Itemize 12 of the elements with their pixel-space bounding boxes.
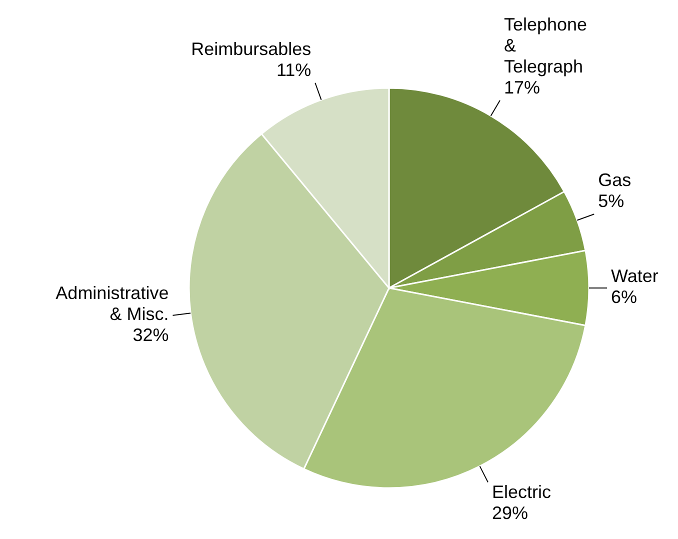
slice-label: Electric [492,482,551,502]
data-label: 6% [611,287,638,307]
slice-label: Telephone & Telegraph [504,14,588,76]
data-label: 29% [492,503,528,524]
slice-label: Water [611,266,658,286]
data-label: 32% [132,324,169,345]
data-label: 11% [276,60,312,80]
slice-label: Reimbursables [191,38,312,59]
slice-label: Administrative & Misc. [56,282,169,324]
slice-label: Gas [598,170,632,190]
data-label: 17% [504,77,540,98]
data-label: 5% [598,191,624,212]
